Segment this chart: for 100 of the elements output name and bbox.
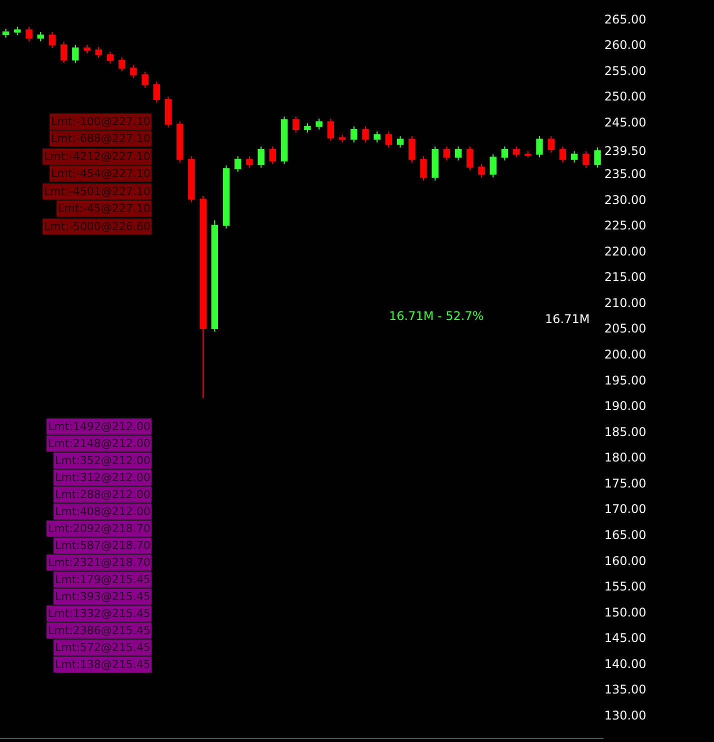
y-tick-label: 239.50 xyxy=(604,144,646,158)
y-tick-label: 180.00 xyxy=(604,450,646,465)
y-tick-label: 170.00 xyxy=(604,502,646,516)
candlestick xyxy=(246,156,253,168)
candlestick xyxy=(570,150,578,163)
candlestick xyxy=(269,146,276,164)
candlestick xyxy=(338,134,346,143)
candlestick xyxy=(106,51,114,64)
candlestick xyxy=(362,126,369,143)
y-tick-label: 220.00 xyxy=(604,244,646,258)
y-tick-label: 175.00 xyxy=(604,476,646,490)
annotation: Lmt:1332@215.45 xyxy=(48,607,150,620)
y-tick-label: 265.00 xyxy=(604,12,646,26)
candlestick xyxy=(582,150,590,168)
candlestick xyxy=(211,220,218,332)
annotation: Lmt:312@212.00 xyxy=(55,471,150,484)
candlestick xyxy=(258,146,264,168)
candlestick xyxy=(443,146,450,161)
annotation: 16.71M - 52.7% xyxy=(389,309,484,323)
candlestick xyxy=(385,131,392,148)
candlestick xyxy=(84,44,90,54)
candlestick xyxy=(454,146,462,161)
y-tick-label: 165.00 xyxy=(604,528,646,542)
annotation: Lmt:288@212.00 xyxy=(55,488,150,501)
candlestick xyxy=(420,156,427,181)
candlestick xyxy=(432,146,438,181)
y-tick-label: 250.00 xyxy=(604,90,646,104)
candlestick xyxy=(280,116,288,164)
candlestick xyxy=(188,156,195,203)
candlestick xyxy=(536,136,543,158)
y-tick-label: 160.00 xyxy=(604,554,646,568)
candlestick xyxy=(14,26,21,36)
annotation: Lmt:-5000@226.60 xyxy=(44,220,150,233)
y-tick-label: 205.00 xyxy=(604,322,646,336)
candlestick xyxy=(2,28,10,38)
y-tick-label: 245.00 xyxy=(604,115,646,130)
y-tick-label: 235.00 xyxy=(604,167,646,181)
annotation: Lmt:2148@212.00 xyxy=(48,437,150,450)
annotation: Lmt:587@218.70 xyxy=(55,539,150,552)
y-tick-label: 260.00 xyxy=(604,38,646,52)
candlestick xyxy=(524,150,532,158)
y-tick-label: 140.00 xyxy=(604,656,646,671)
y-tick-label: 130.00 xyxy=(604,708,646,723)
annotation: Lmt:2386@215.45 xyxy=(48,624,150,637)
candlestick xyxy=(316,118,322,130)
y-tick-label: 200.00 xyxy=(604,348,646,362)
candlestick xyxy=(490,154,496,178)
candlestick xyxy=(512,146,520,158)
candlestick xyxy=(478,164,485,178)
y-tick-label: 185.00 xyxy=(604,424,646,439)
candlestick xyxy=(37,31,44,42)
candlestick xyxy=(118,56,126,72)
candlestick xyxy=(60,41,68,64)
candlestick xyxy=(466,146,474,171)
annotation: Lmt:-4501@227.10 xyxy=(44,185,150,198)
candlestick xyxy=(327,118,334,142)
y-tick-label: 150.00 xyxy=(604,605,646,620)
candlestick xyxy=(350,126,358,143)
candlestick xyxy=(176,120,184,163)
candlestick xyxy=(594,147,601,168)
candlestick xyxy=(48,31,56,48)
candlestick xyxy=(559,146,566,163)
y-tick-label: 255.00 xyxy=(604,64,646,78)
annotation: Lmt:-45@227.10 xyxy=(58,202,150,215)
candlestick xyxy=(292,116,300,134)
annotation: Lmt:138@215.45 xyxy=(55,658,150,671)
y-tick-label: 135.00 xyxy=(604,682,646,697)
y-tick-label: 155.00 xyxy=(604,580,646,594)
annotation: Lmt:2321@218.70 xyxy=(48,556,150,569)
candlestick xyxy=(130,64,137,78)
y-tick-label: 190.00 xyxy=(604,399,646,414)
candlestick xyxy=(153,80,160,104)
annotation: Lmt:-4212@227.10 xyxy=(44,150,150,163)
annotation: Lmt:408@212.00 xyxy=(55,505,150,518)
y-tick-label: 230.00 xyxy=(604,192,646,207)
candlestick xyxy=(164,96,172,128)
annotation: Lmt:179@215.45 xyxy=(55,573,150,586)
y-tick-label: 215.00 xyxy=(604,270,646,284)
candlestick xyxy=(396,136,404,148)
annotation: Lmt:2092@218.70 xyxy=(48,522,150,535)
annotation: Lmt:352@212.00 xyxy=(55,454,150,467)
candlestick xyxy=(408,136,416,163)
candlestick xyxy=(95,46,102,58)
annotation: 16.71M xyxy=(545,312,590,326)
candlestick xyxy=(374,131,380,143)
y-tick-label: 225.00 xyxy=(604,218,646,233)
annotation: Lmt:-100@227.10 xyxy=(51,115,150,128)
candlestick xyxy=(142,71,148,88)
candlestick xyxy=(304,122,311,134)
candlestick xyxy=(26,26,32,42)
annotation: Lmt:393@215.45 xyxy=(55,590,150,603)
candlestick xyxy=(200,195,206,399)
candlestick xyxy=(222,165,230,229)
candlestick xyxy=(234,156,242,172)
y-tick-label: 195.00 xyxy=(604,373,646,388)
annotation: Lmt:-688@227.10 xyxy=(51,132,150,145)
annotation: Lmt:572@215.45 xyxy=(55,641,150,654)
y-tick-label: 145.00 xyxy=(604,631,646,646)
candlestick xyxy=(72,44,79,64)
candlestick xyxy=(548,136,554,154)
